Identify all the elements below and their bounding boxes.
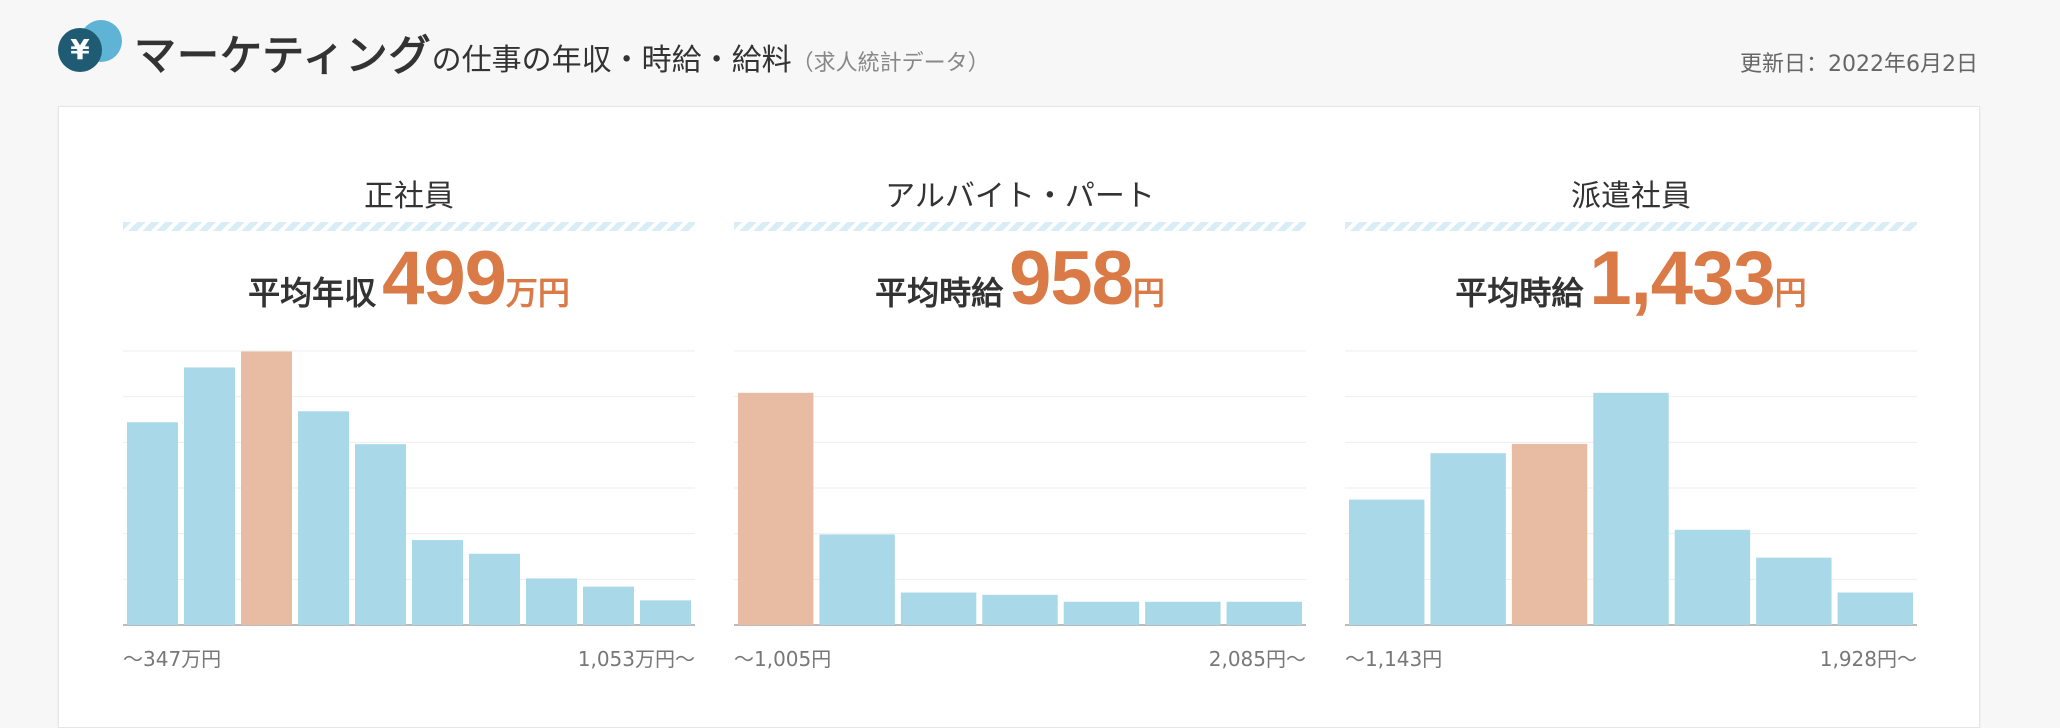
bar	[1145, 601, 1221, 625]
bar	[583, 586, 634, 625]
page-title: マーケティングの仕事の年収・時給・給料（求人統計データ）	[134, 22, 990, 83]
average-salary: 平均時給958円	[734, 235, 1306, 322]
bar	[1674, 529, 1751, 625]
bar	[982, 594, 1058, 625]
bar-chart	[1345, 350, 1917, 626]
page-title-sub: の仕事の年収・時給・給料	[431, 43, 792, 78]
average-salary: 平均時給1,433円	[1345, 235, 1917, 322]
bar	[1837, 592, 1913, 625]
divider	[1345, 222, 1917, 231]
bar	[526, 578, 577, 625]
divider	[734, 222, 1306, 231]
range-low-label: 〜1,143円	[1345, 647, 1443, 671]
chart-fulltime: 正社員 平均年収499万円 〜347万円 1,053万円〜	[123, 107, 695, 727]
page-title-main: マーケティング	[134, 31, 432, 80]
chart-title: アルバイト・パート	[885, 179, 1155, 214]
bar	[1593, 392, 1669, 625]
bar	[1349, 499, 1425, 625]
chart-title: 正社員	[364, 179, 454, 214]
bar	[1756, 557, 1832, 625]
range-high-label: 2,085円〜	[1208, 647, 1306, 671]
average-value: 958	[1009, 236, 1134, 321]
bar	[819, 534, 895, 625]
chart-title: 派遣社員	[1571, 179, 1691, 214]
bar-chart	[734, 350, 1306, 626]
bar-highlight	[738, 392, 814, 625]
chart-parttime: アルバイト・パート 平均時給958円 〜1,005円 2,085円〜	[734, 107, 1306, 727]
range-low-label: 〜347万円	[123, 647, 222, 671]
bar	[1430, 453, 1506, 625]
bar-highlight	[1511, 443, 1588, 625]
average-value: 1,433	[1589, 236, 1775, 321]
average-unit: 円	[1132, 274, 1165, 312]
bar	[1063, 601, 1140, 625]
bar	[127, 422, 178, 625]
average-salary: 平均年収499万円	[123, 235, 695, 322]
bar	[1226, 601, 1302, 625]
bar-highlight	[241, 351, 292, 625]
bar-chart	[123, 350, 695, 626]
bar	[469, 553, 520, 625]
updated-date: 更新日：2022年6月2日	[1740, 52, 1978, 77]
average-unit: 万円	[505, 274, 570, 312]
bar	[900, 592, 977, 625]
page-title-note: （求人統計データ）	[791, 51, 990, 76]
salary-card: 正社員 平均年収499万円 〜347万円 1,053万円〜 アルバイト・パート …	[58, 106, 1980, 728]
range-high-label: 1,928円〜	[1819, 647, 1917, 671]
yen-coin-icon: ¥	[58, 18, 122, 78]
range-low-label: 〜1,005円	[734, 647, 832, 671]
bar	[640, 600, 691, 625]
range-high-label: 1,053万円〜	[577, 647, 695, 671]
bar	[184, 367, 235, 625]
bar	[298, 411, 349, 625]
bar	[355, 444, 406, 625]
average-unit: 円	[1774, 274, 1807, 312]
divider	[123, 222, 695, 231]
average-label: 平均年収	[248, 274, 377, 312]
chart-temp-staff: 派遣社員 平均時給1,433円 〜1,143円 1,928円〜	[1345, 107, 1917, 727]
average-value: 499	[382, 236, 507, 321]
bar	[412, 540, 463, 625]
average-label: 平均時給	[1455, 274, 1584, 312]
page-header: ¥ マーケティングの仕事の年収・時給・給料（求人統計データ） 更新日：2022年…	[58, 18, 1978, 88]
average-label: 平均時給	[875, 274, 1004, 312]
